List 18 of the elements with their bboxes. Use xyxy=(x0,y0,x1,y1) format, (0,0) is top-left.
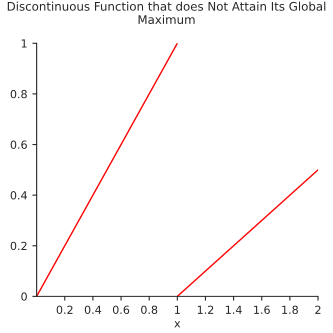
x-tick-label: 2 xyxy=(315,306,320,314)
x-tick-label: 1.2 xyxy=(198,306,214,314)
x-tick-label: 0.2 xyxy=(56,306,72,314)
y-tick-label: 1 xyxy=(22,39,27,48)
x-tick-label: 1.6 xyxy=(254,306,270,314)
y-tick-label: 0.8 xyxy=(10,90,27,98)
chart-title: Discontinuous Function that does Not Attain Its Global Maximum xyxy=(8,2,326,24)
x-tick-label: 0.4 xyxy=(84,306,102,314)
y-tick-label: 0.6 xyxy=(10,140,27,149)
y-tick-label: 0.4 xyxy=(10,191,27,200)
x-tick-label: 1.4 xyxy=(226,306,242,314)
x-tick-label: 1 xyxy=(175,306,180,314)
x-tick-label: 0.8 xyxy=(141,306,158,314)
y-tick-label: 0 xyxy=(21,292,27,301)
x-tick-label: 0.6 xyxy=(112,306,130,314)
y-tick-label: 0.2 xyxy=(10,242,26,250)
x-tick-label: 1.8 xyxy=(282,306,298,314)
x-axis-title: x xyxy=(174,321,180,328)
